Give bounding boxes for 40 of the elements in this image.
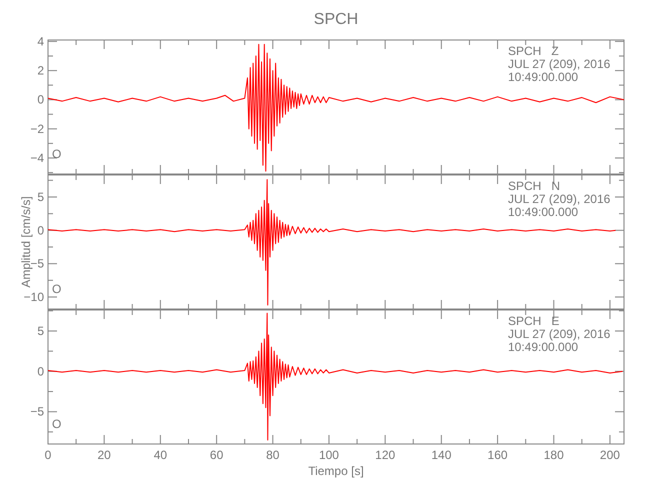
annotation: O — [52, 147, 62, 161]
annotation: SPCH E — [508, 314, 560, 328]
x-tick-label: 80 — [266, 448, 280, 462]
y-tick-label: 5 — [37, 324, 44, 338]
annotation: JUL 27 (209), 2016 — [508, 327, 611, 341]
annotation: SPCH Z — [508, 44, 559, 58]
y-tick-label: 0 — [37, 364, 44, 378]
x-tick-label: 60 — [210, 448, 224, 462]
annotation: SPCH N — [508, 179, 560, 193]
x-tick-label: 20 — [98, 448, 112, 462]
annotation: O — [52, 282, 62, 296]
y-tick-label: 0 — [37, 223, 44, 238]
y-tick-label: 2 — [37, 64, 44, 78]
y-tick-label: −10 — [24, 290, 44, 304]
line-series — [48, 312, 624, 440]
x-tick-label: 180 — [544, 448, 564, 462]
line-series — [48, 179, 616, 306]
x-tick-label: 200 — [600, 448, 620, 462]
y-tick-label: 4 — [37, 34, 44, 48]
chart-title: SPCH — [314, 11, 358, 28]
x-tick-label: 140 — [431, 448, 452, 462]
annotation: 10:49:00.000 — [508, 340, 578, 354]
annotation: JUL 27 (209), 2016 — [508, 57, 611, 71]
y-axis-title: Amplitud [cm/s/s] — [19, 196, 33, 288]
annotation: JUL 27 (209), 2016 — [508, 192, 611, 206]
y-tick-label: 0 — [37, 92, 44, 107]
x-tick-label: 160 — [488, 448, 508, 462]
x-tick-label: 40 — [154, 448, 168, 462]
x-axis-title: Tiempo [s] — [308, 464, 364, 478]
y-tick-label: −2 — [30, 122, 44, 136]
line-series — [48, 44, 624, 172]
y-tick-label: −5 — [30, 404, 44, 419]
y-tick-label: 5 — [37, 190, 44, 204]
x-tick-label: 120 — [375, 448, 396, 462]
y-tick-label: −4 — [30, 150, 44, 165]
annotation: 10:49:00.000 — [508, 70, 578, 84]
x-tick-label: 100 — [318, 448, 340, 462]
y-tick-label: −5 — [30, 256, 44, 271]
annotation: 10:49:00.000 — [508, 205, 578, 219]
annotation: O — [52, 417, 62, 431]
